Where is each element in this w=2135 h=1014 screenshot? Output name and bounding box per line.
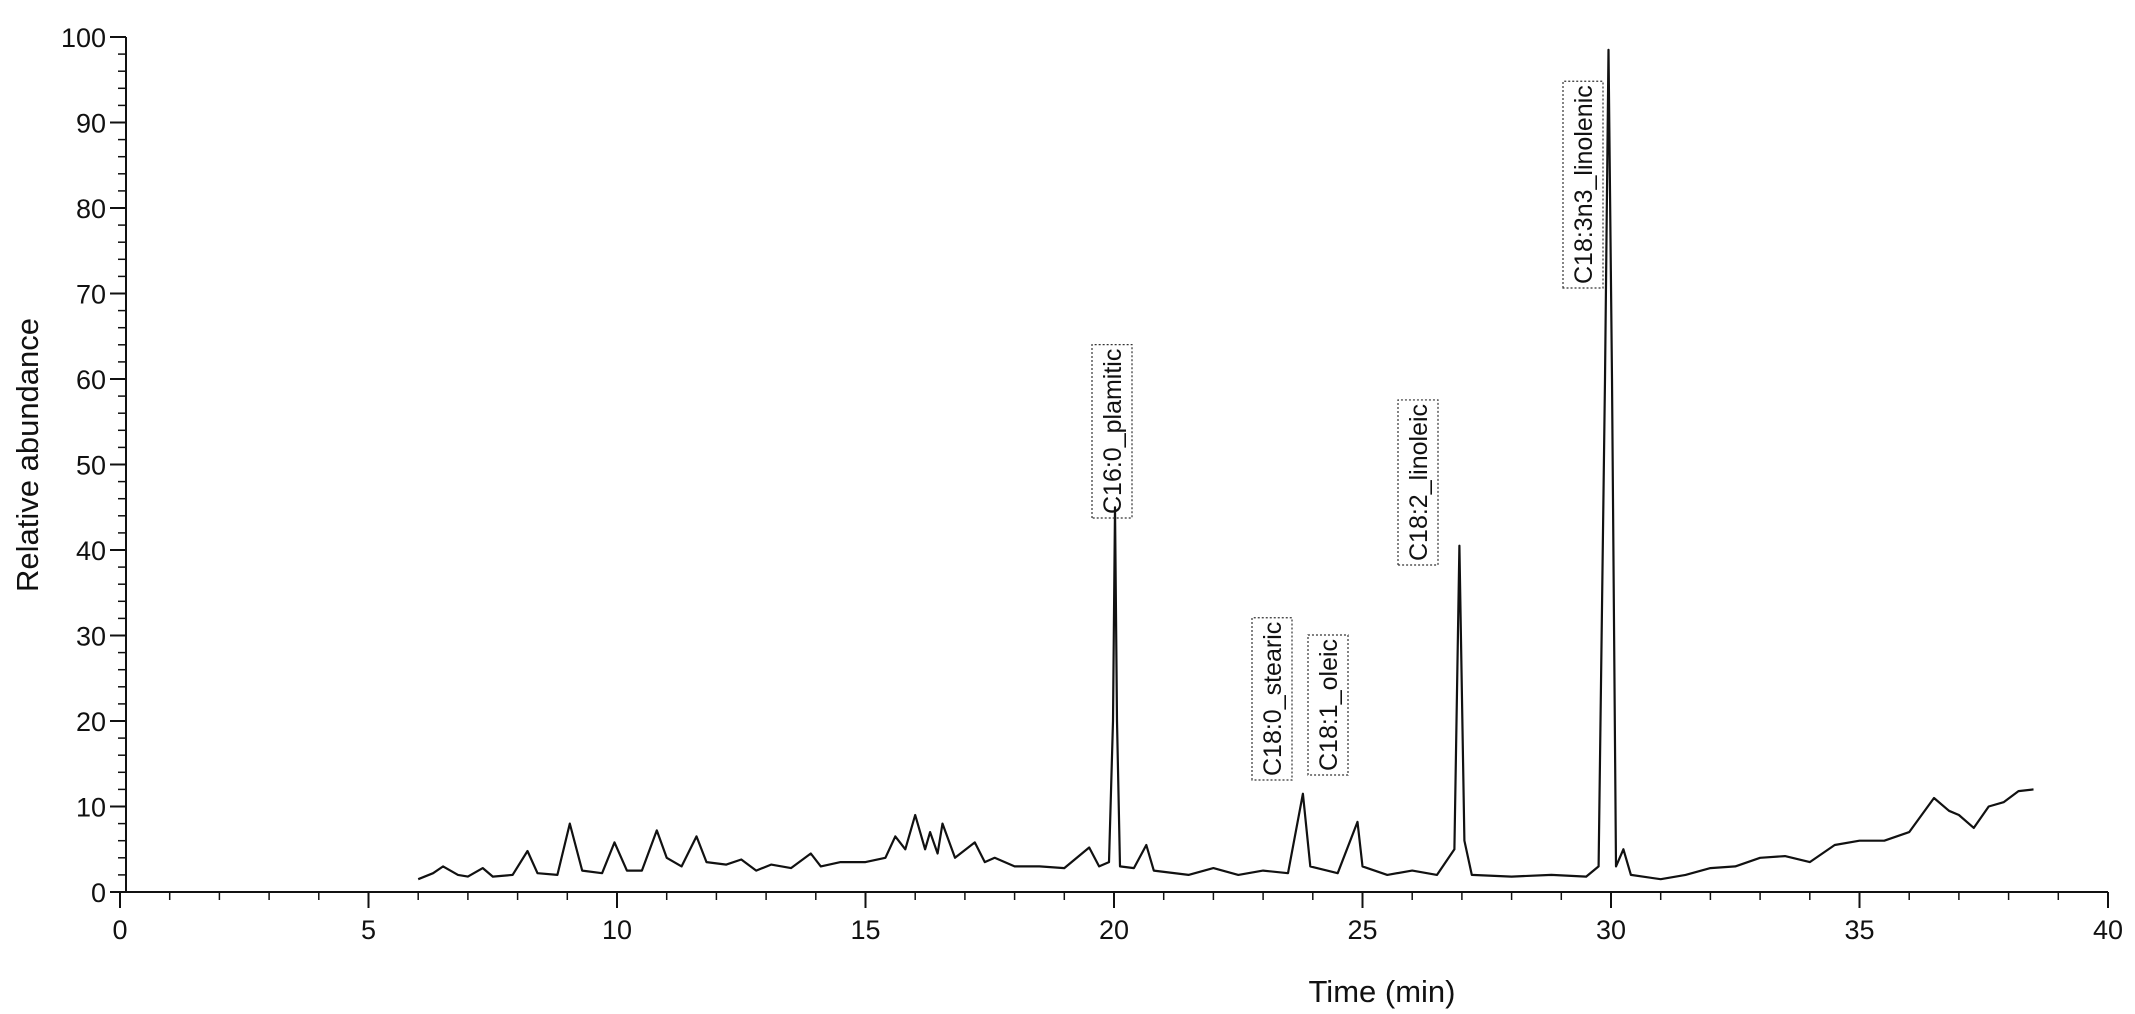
y-tick-label: 40 <box>76 536 106 566</box>
y-tick-label: 100 <box>61 23 106 53</box>
x-tick-label: 0 <box>112 915 127 945</box>
peak-label-text: C18:1_oleic <box>1315 639 1343 771</box>
peak-label: C18:1_oleic <box>1307 634 1349 776</box>
y-axis-label: Relative abundance <box>10 318 45 592</box>
x-tick-label: 15 <box>850 915 880 945</box>
peak-label-text: C16:0_plamitic <box>1099 349 1127 514</box>
y-tick-label: 50 <box>76 451 106 481</box>
peak-label: C18:0_stearic <box>1251 617 1293 781</box>
peak-label: C16:0_plamitic <box>1091 344 1133 519</box>
y-tick-label: 10 <box>76 793 106 823</box>
peak-label: C18:2_linoleic <box>1397 399 1439 566</box>
peak-label: C18:3n3_linolenic <box>1562 80 1604 289</box>
x-tick-label: 25 <box>1347 915 1377 945</box>
x-axis-label: Time (min) <box>1309 974 1456 1009</box>
x-tick-label: 20 <box>1099 915 1129 945</box>
x-tick-label: 30 <box>1596 915 1626 945</box>
trace-line <box>417 48 2034 881</box>
peak-label-text: C18:2_linoleic <box>1405 404 1433 561</box>
x-tick-label: 10 <box>602 915 632 945</box>
peak-label-box <box>1091 344 1133 519</box>
peak-label-box <box>1251 617 1293 781</box>
y-tick-label: 0 <box>91 878 106 908</box>
peak-label-text: C18:0_stearic <box>1259 622 1287 776</box>
y-tick-label: 70 <box>76 280 106 310</box>
peak-label-box <box>1397 399 1439 566</box>
y-tick-label: 90 <box>76 109 106 139</box>
x-tick-label: 40 <box>2093 915 2123 945</box>
y-tick-label: 60 <box>76 365 106 395</box>
peak-label-box <box>1562 80 1604 289</box>
peak-label-text: C18:3n3_linolenic <box>1570 85 1598 284</box>
x-tick-label: 35 <box>1844 915 1874 945</box>
y-tick-label: 80 <box>76 194 106 224</box>
x-tick-label: 5 <box>361 915 376 945</box>
y-tick-label: 20 <box>76 707 106 737</box>
peak-label-box <box>1307 634 1349 776</box>
y-tick-label: 30 <box>76 622 106 652</box>
